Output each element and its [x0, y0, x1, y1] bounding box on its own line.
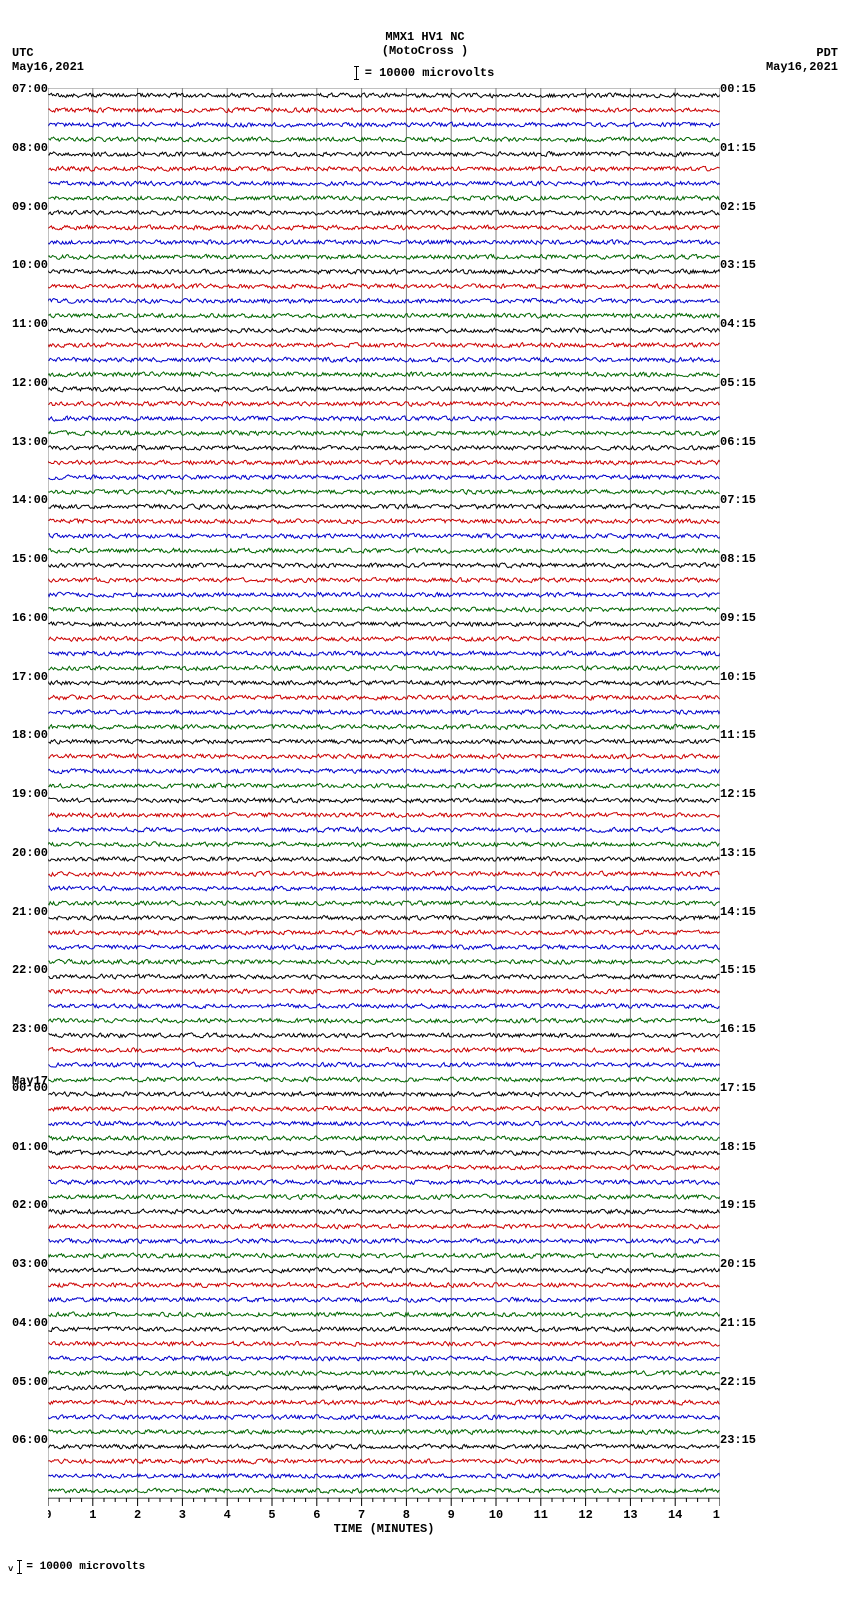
left-hour-label: 19:00 [12, 787, 48, 801]
left-hour-label: 22:00 [12, 963, 48, 977]
x-axis-ticks: 0123456789101112131415 [48, 1498, 720, 1522]
scale-indicator: = 10000 microvolts [356, 66, 495, 80]
right-hour-label: 12:15 [720, 787, 756, 801]
footer-tick-icon: ˅ [8, 1565, 13, 1575]
right-hour-label: 07:15 [720, 493, 756, 507]
helicorder-plot [48, 88, 720, 1498]
left-hour-label: 08:00 [12, 141, 48, 155]
svg-text:6: 6 [313, 1508, 320, 1522]
scale-bar-icon [356, 66, 357, 80]
right-hour-label: 06:15 [720, 435, 756, 449]
left-hour-label: 18:00 [12, 728, 48, 742]
tz-left-name: UTC [12, 46, 84, 60]
left-hour-label: 00:00 [12, 1081, 48, 1095]
left-hour-label: 02:00 [12, 1198, 48, 1212]
right-hour-label: 05:15 [720, 376, 756, 390]
svg-text:14: 14 [668, 1508, 682, 1522]
right-hour-label: 04:15 [720, 317, 756, 331]
left-hour-label: 13:00 [12, 435, 48, 449]
tz-left: UTC May16,2021 [12, 46, 84, 74]
right-hour-label: 15:15 [720, 963, 756, 977]
right-hour-label: 16:15 [720, 1022, 756, 1036]
svg-text:9: 9 [448, 1508, 455, 1522]
right-hour-label: 18:15 [720, 1140, 756, 1154]
right-hour-label: 02:15 [720, 200, 756, 214]
left-hour-label: 10:00 [12, 258, 48, 272]
right-hour-label: 19:15 [720, 1198, 756, 1212]
left-hour-label: 07:00 [12, 82, 48, 96]
svg-text:5: 5 [268, 1508, 275, 1522]
left-hour-label: 12:00 [12, 376, 48, 390]
left-hour-label: 17:00 [12, 670, 48, 684]
svg-text:1: 1 [89, 1508, 96, 1522]
left-hour-label: 20:00 [12, 846, 48, 860]
left-hour-label: 06:00 [12, 1433, 48, 1447]
right-hour-label: 11:15 [720, 728, 756, 742]
svg-text:15: 15 [713, 1508, 720, 1522]
station-subtitle: (MotoCross ) [0, 44, 850, 58]
left-hour-label: 14:00 [12, 493, 48, 507]
left-hour-label: 04:00 [12, 1316, 48, 1330]
seismogram-container: MMX1 HV1 NC (MotoCross ) = 10000 microvo… [0, 0, 850, 1613]
right-hour-label: 08:15 [720, 552, 756, 566]
footer-scale: ˅ = 10000 microvolts [8, 1560, 145, 1574]
footer-scale-bar-icon [19, 1560, 20, 1574]
svg-text:10: 10 [489, 1508, 503, 1522]
left-hour-label: 05:00 [12, 1375, 48, 1389]
right-hour-label: 09:15 [720, 611, 756, 625]
right-hour-label: 14:15 [720, 905, 756, 919]
svg-text:0: 0 [48, 1508, 52, 1522]
x-axis: 0123456789101112131415 TIME (MINUTES) [48, 1498, 720, 1538]
svg-text:2: 2 [134, 1508, 141, 1522]
left-hour-label: 01:00 [12, 1140, 48, 1154]
right-hour-label: 00:15 [720, 82, 756, 96]
left-hour-label: 09:00 [12, 200, 48, 214]
station-title: MMX1 HV1 NC [0, 30, 850, 44]
svg-text:12: 12 [578, 1508, 592, 1522]
left-hour-labels: 07:0008:0009:0010:0011:0012:0013:0014:00… [8, 88, 48, 1498]
x-axis-label: TIME (MINUTES) [48, 1522, 720, 1536]
left-hour-label: 16:00 [12, 611, 48, 625]
right-hour-label: 10:15 [720, 670, 756, 684]
tz-left-date: May16,2021 [12, 60, 84, 74]
tz-right-name: PDT [766, 46, 838, 60]
right-hour-label: 21:15 [720, 1316, 756, 1330]
svg-text:13: 13 [623, 1508, 637, 1522]
right-hour-labels: 00:1501:1502:1503:1504:1505:1506:1507:15… [720, 88, 760, 1498]
left-hour-label: 03:00 [12, 1257, 48, 1271]
svg-text:4: 4 [224, 1508, 231, 1522]
left-hour-label: 23:00 [12, 1022, 48, 1036]
right-hour-label: 20:15 [720, 1257, 756, 1271]
left-hour-label: 15:00 [12, 552, 48, 566]
left-hour-label: 21:00 [12, 905, 48, 919]
svg-text:8: 8 [403, 1508, 410, 1522]
tz-right-date: May16,2021 [766, 60, 838, 74]
right-hour-label: 01:15 [720, 141, 756, 155]
footer-scale-text: = 10000 microvolts [26, 1561, 145, 1573]
right-hour-label: 23:15 [720, 1433, 756, 1447]
right-hour-label: 22:15 [720, 1375, 756, 1389]
right-hour-label: 03:15 [720, 258, 756, 272]
left-hour-label: 11:00 [12, 317, 48, 331]
scale-text: = 10000 microvolts [365, 66, 495, 80]
right-hour-label: 17:15 [720, 1081, 756, 1095]
svg-text:7: 7 [358, 1508, 365, 1522]
right-hour-label: 13:15 [720, 846, 756, 860]
svg-text:11: 11 [534, 1508, 548, 1522]
tz-right: PDT May16,2021 [766, 46, 838, 74]
header: MMX1 HV1 NC (MotoCross ) = 10000 microvo… [0, 30, 850, 84]
svg-text:3: 3 [179, 1508, 186, 1522]
plot-svg [48, 88, 720, 1498]
